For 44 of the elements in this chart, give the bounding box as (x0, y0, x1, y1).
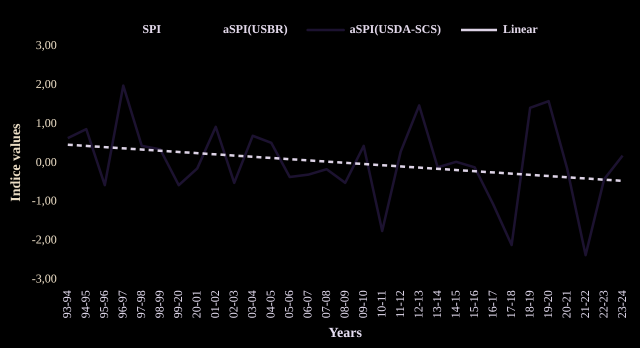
x-tick-label: 10-11 (374, 290, 388, 318)
x-tick-label: 96-97 (115, 290, 130, 318)
x-tick-label: 08-09 (337, 290, 352, 318)
y-tick-label: -2,00 (32, 232, 57, 246)
x-tick-label: 99-20 (170, 290, 185, 318)
legend-label: aSPI(USDA-SCS) (350, 22, 442, 36)
x-tick-label: 94-95 (78, 290, 92, 318)
x-tick-label: 12-13 (411, 290, 426, 318)
x-tick-label: 20-01 (189, 290, 204, 318)
x-tick-label: 11-12 (392, 290, 407, 318)
x-tick-label: 14-15 (448, 290, 462, 318)
x-tick-label: 97-98 (134, 290, 148, 318)
x-tick-label: 09-10 (356, 290, 370, 318)
x-tick-label: 19-20 (540, 290, 555, 318)
y-tick-label: 3,00 (36, 38, 57, 52)
x-tick-label: 18-19 (522, 290, 536, 318)
x-tick-label: 23-24 (614, 290, 629, 318)
legend-label: Linear (503, 22, 538, 36)
x-tick-label: 03-04 (244, 290, 259, 318)
x-tick-label: 20-21 (559, 290, 574, 318)
x-tick-label: 17-18 (504, 290, 518, 318)
x-tick-label: 02-03 (226, 290, 240, 318)
y-tick-label: 0,00 (36, 154, 57, 169)
x-tick-label: 21-22 (578, 290, 592, 318)
x-tick-label: 98-99 (152, 290, 166, 318)
x-tick-label: 06-07 (300, 290, 314, 318)
x-tick-label: 93-94 (60, 290, 74, 318)
y-tick-label: -1,00 (32, 194, 57, 208)
x-tick-label: 15-16 (466, 290, 481, 318)
x-axis-title: Years (328, 326, 362, 342)
x-tick-label: 01-02 (208, 290, 222, 318)
y-tick-label: -3,00 (32, 271, 57, 286)
x-tick-label: 13-14 (430, 290, 444, 318)
x-tick-label: 95-96 (96, 290, 111, 318)
y-axis-title: Indice values (9, 122, 24, 202)
y-tick-label: 1,00 (36, 116, 57, 130)
text: aSPI(USBR) (222, 22, 288, 36)
x-tick-label: 07-08 (318, 290, 333, 318)
text: SPI (142, 22, 162, 36)
x-tick-label: 22-23 (596, 290, 610, 318)
y-tick-label: 2,00 (36, 77, 57, 92)
x-tick-label: 05-06 (282, 290, 296, 318)
x-tick-label: 16-17 (485, 290, 500, 318)
x-tick-label: 04-05 (263, 290, 278, 318)
